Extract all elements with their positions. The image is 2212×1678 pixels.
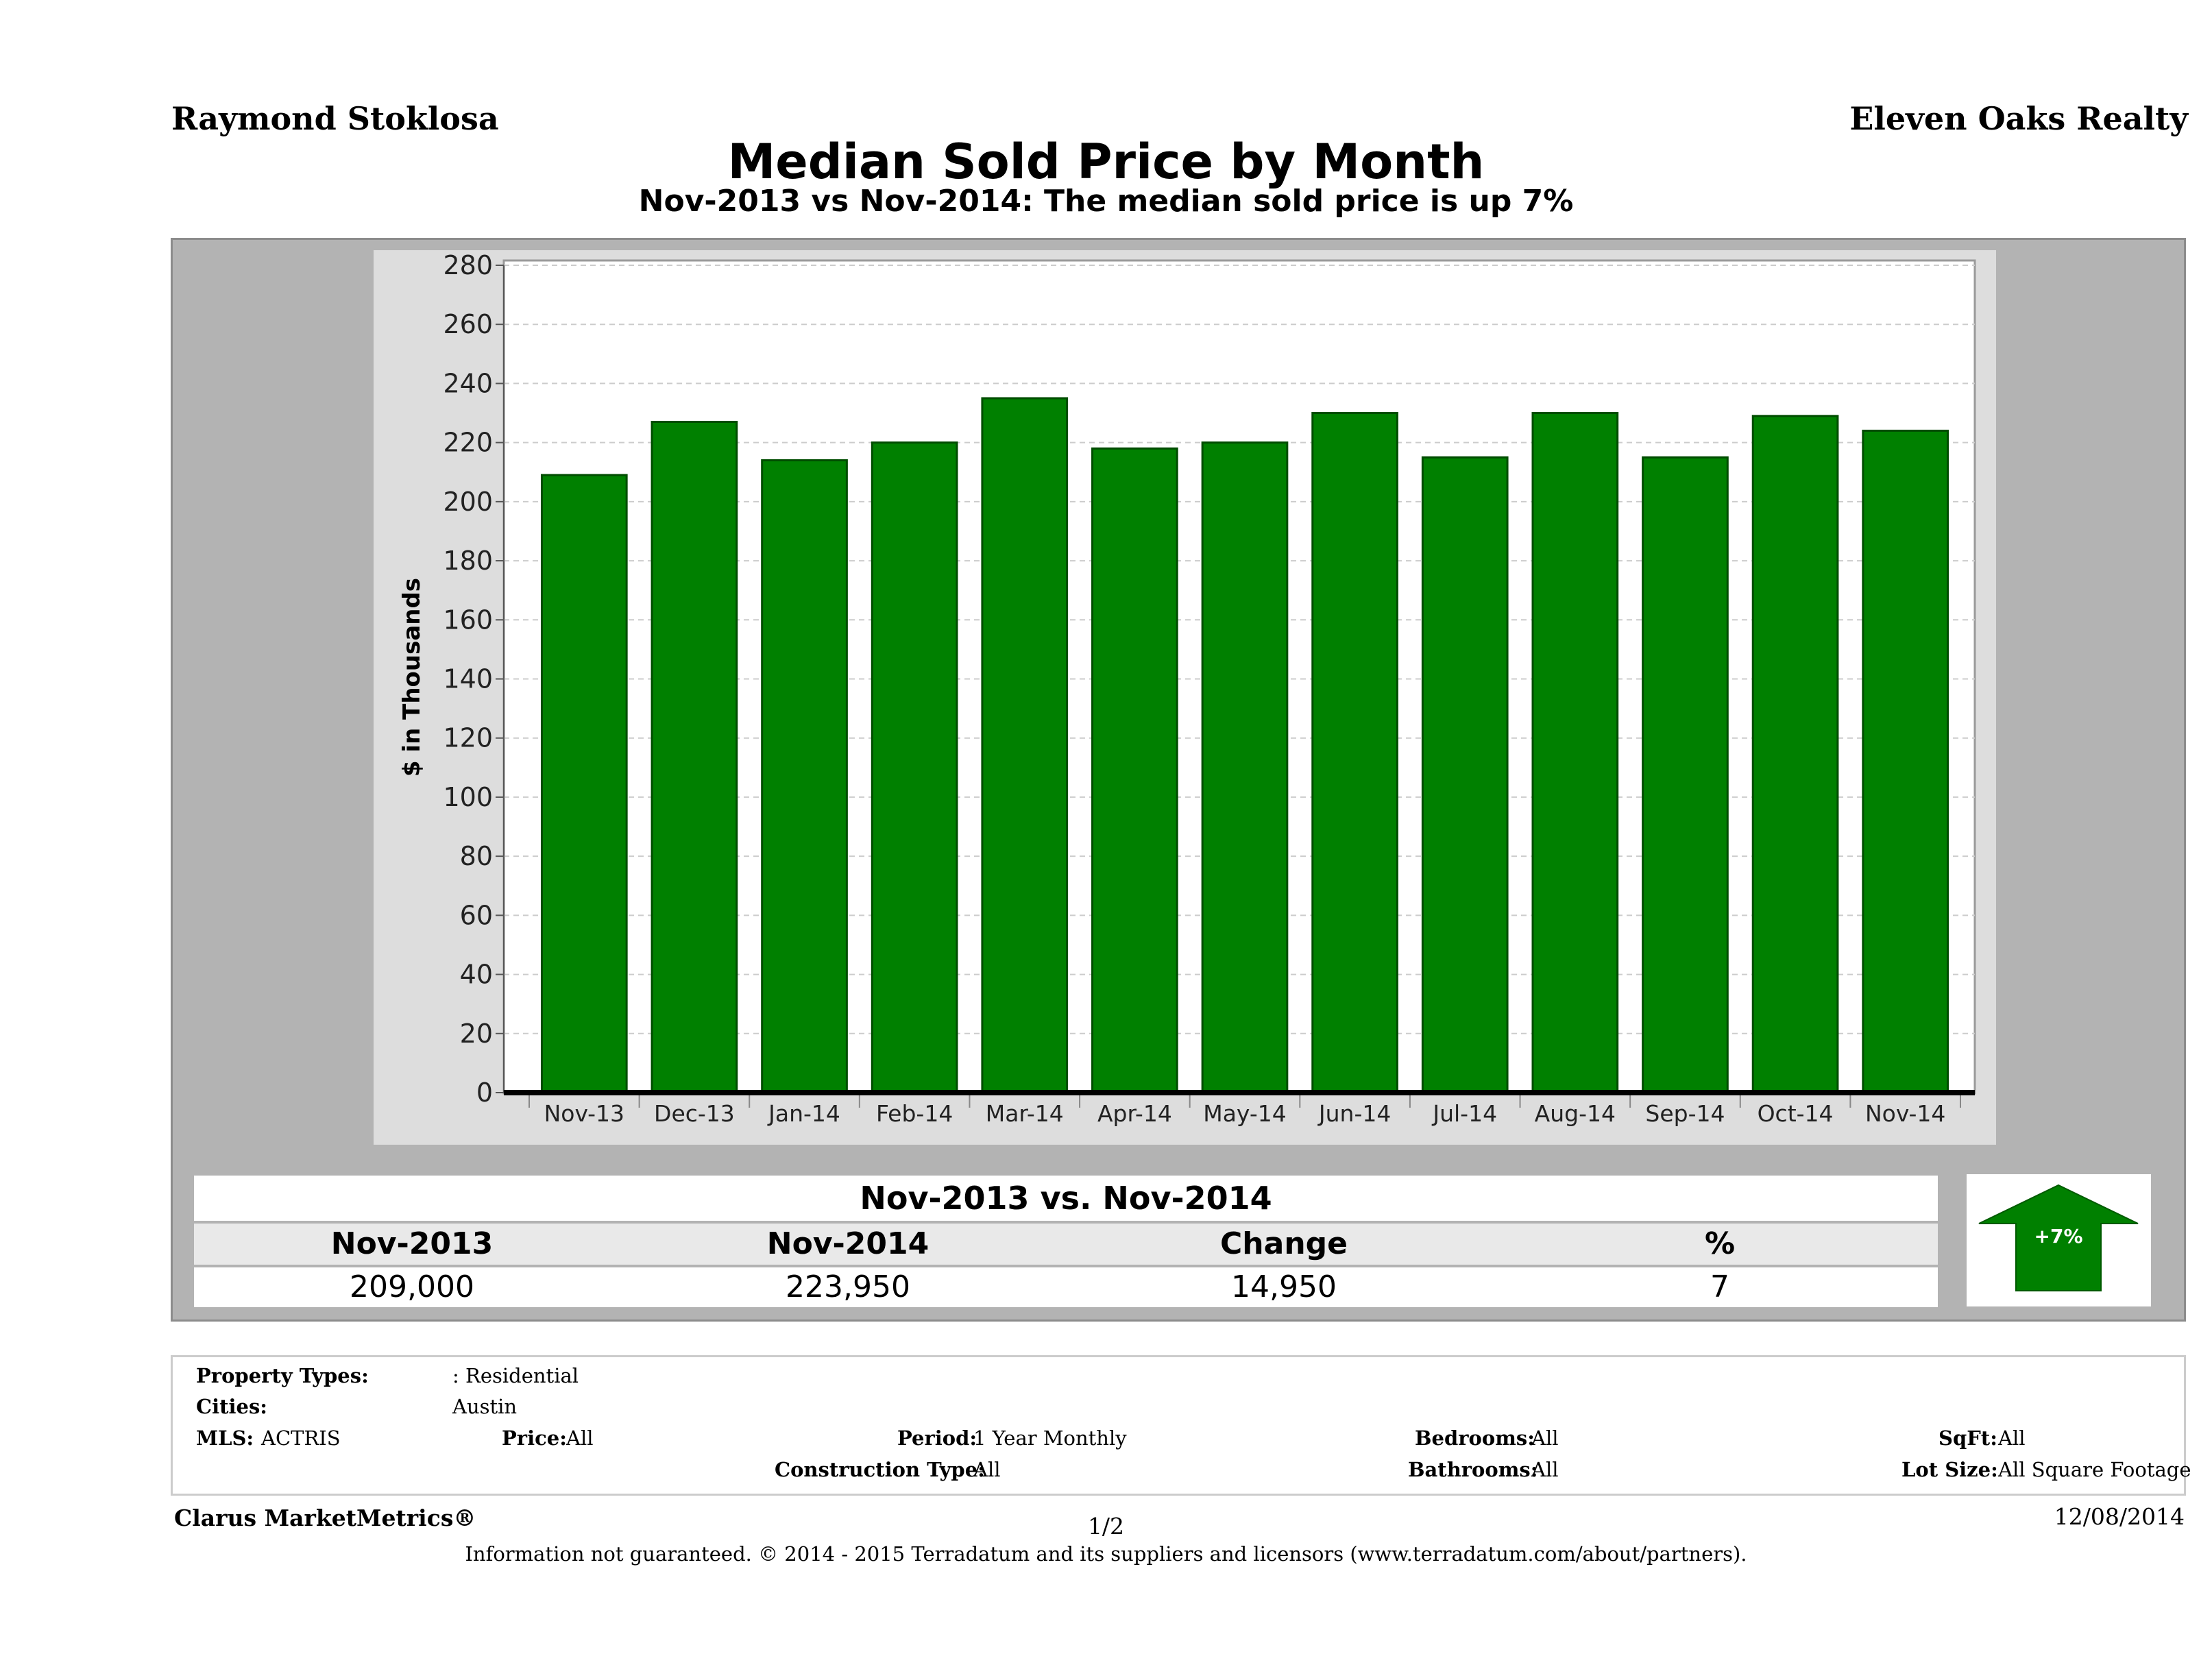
bar-feb-14 [871,441,958,1094]
mls-value: ACTRIS [261,1426,341,1450]
value-nov-2013: 209,000 [350,1269,474,1304]
y-tick-label: 240 [443,368,493,398]
y-tick-label: 140 [443,664,493,694]
label-nov-2014: Nov-2014 [766,1226,929,1261]
y-tick-label: 0 [476,1078,493,1108]
change-badge-label: +7% [2034,1225,2083,1248]
change-badge: +7% [1967,1174,2151,1306]
bathrooms-value: All [1531,1458,1559,1481]
y-tick-label: 280 [443,250,493,280]
label-percent: % [1704,1226,1736,1261]
x-tick-label: Jun-14 [1317,1100,1391,1127]
x-tick-label: Sep-14 [1645,1100,1725,1127]
y-tick-label: 200 [443,487,493,517]
bar-nov-13 [540,474,628,1094]
x-tick-label: Feb-14 [876,1100,953,1127]
y-tick-label: 160 [443,605,493,635]
sqft-label: SqFt: [1938,1426,1997,1450]
property-types-label: Property Types: [196,1364,369,1387]
y-tick-label: 180 [443,546,493,576]
bar-jul-14 [1421,456,1509,1094]
y-tick-label: 120 [443,723,493,753]
bar-nov-14 [1862,429,1949,1094]
page-number: 1/2 [1087,1513,1125,1540]
bar-sep-14 [1642,456,1729,1094]
lot-size-label: Lot Size: [1901,1458,1998,1481]
bar-mar-14 [981,397,1069,1094]
agent-name: Raymond Stoklosa [171,100,499,137]
price-value: All [566,1426,594,1450]
label-change: Change [1220,1226,1348,1261]
lot-size-value: All Square Footage [1998,1458,2191,1481]
bathrooms-label: Bathrooms: [1408,1458,1538,1481]
criteria-panel [171,1355,2186,1496]
x-tick-label: Jul-14 [1431,1100,1497,1127]
mls-label: MLS: [196,1426,254,1450]
construction-label: Construction Type: [775,1458,985,1481]
chart-title: Median Sold Price by Month [727,134,1485,190]
chart-subtitle: Nov-2013 vs Nov-2014: The median sold pr… [638,184,1574,219]
bar-aug-14 [1531,412,1619,1094]
y-axis-label: $ in Thousands [398,578,426,777]
x-tick-label: May-14 [1203,1100,1287,1127]
value-percent: 7 [1710,1269,1729,1304]
y-tick-label: 100 [443,782,493,812]
y-tick-label: 220 [443,428,493,458]
x-tick-label: Oct-14 [1758,1100,1834,1127]
label-nov-2013: Nov-2013 [330,1226,494,1261]
report-date: 12/08/2014 [2054,1503,2185,1530]
bar-oct-14 [1751,415,1839,1094]
y-tick-label: 80 [460,841,493,871]
y-tick-label: 20 [460,1019,493,1049]
comparison-labels-row: Nov-2013 Nov-2014 Change % [194,1224,1938,1265]
bar-apr-14 [1091,447,1178,1094]
x-tick-label: Jan-14 [767,1100,840,1127]
cities-label: Cities: [196,1395,267,1418]
period-label: Period: [897,1426,977,1450]
property-types-value: : Residential [452,1364,579,1387]
bedrooms-value: All [1531,1426,1559,1450]
disclaimer: Information not guaranteed. © 2014 - 201… [465,1542,1747,1566]
brand-label: Clarus MarketMetrics® [174,1505,476,1531]
x-tick-label: Mar-14 [986,1100,1064,1127]
bedrooms-label: Bedrooms: [1415,1426,1535,1450]
value-nov-2014: 223,950 [786,1269,910,1304]
bar-may-14 [1201,441,1289,1094]
x-tick-label: Apr-14 [1097,1100,1172,1127]
construction-value: All [973,1458,1001,1481]
bar-jan-14 [761,459,848,1094]
x-tick-label: Nov-14 [1865,1100,1945,1127]
sqft-value: All [1998,1426,2026,1450]
x-tick-label: Aug-14 [1535,1100,1616,1127]
company-name: Eleven Oaks Realty [1849,100,2188,137]
value-change: 14,950 [1231,1269,1337,1304]
x-tick-label: Nov-13 [544,1100,624,1127]
x-tick-label: Dec-13 [654,1100,735,1127]
comparison-heading: Nov-2013 vs. Nov-2014 [194,1176,1938,1221]
y-tick-label: 60 [460,900,493,930]
cities-value: Austin [452,1395,518,1418]
y-tick-label: 260 [443,309,493,339]
comparison-values-row: 209,000 223,950 14,950 7 [194,1267,1938,1307]
bar-jun-14 [1311,412,1398,1094]
price-label: Price: [502,1426,567,1450]
up-arrow-icon: +7% [1978,1184,2139,1291]
bar-chart: 0 20 40 60 80 100 120 140 160 180 200 220 240 260 280 N… [398,250,1976,1127]
y-tick-label: 40 [460,960,493,990]
bar-dec-13 [651,420,738,1094]
period-value: 1 Year Monthly [973,1426,1127,1450]
